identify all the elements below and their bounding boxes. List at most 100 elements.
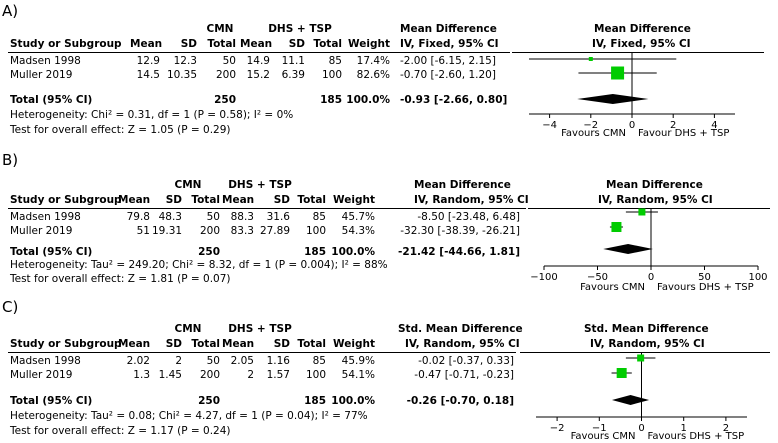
control-total: 85 [328,55,342,67]
control-sd-header: SD [288,38,305,50]
experimental-sd: 2 [175,355,182,367]
pooled-effect-diamond [611,395,650,405]
x-axis-tick-label: 1 [681,423,687,434]
total-effect-ci: -21.42 [-44.66, 1.81] [398,246,520,258]
experimental-total-header: Total [191,338,220,350]
control-mean: 83.3 [230,225,254,237]
control-total-sum: 185 [304,246,326,258]
study-name: Madsen 1998 [10,55,81,67]
x-axis-tick-label: 0 [648,272,654,283]
pooled-effect-diamond [577,94,649,104]
control-sd-header: SD [273,194,290,206]
control-group-header: DHS + TSP [228,179,292,191]
effect-column-title: Mean Difference [400,23,497,35]
experimental-total: 50 [206,355,220,367]
total-label: Total (95% CI) [10,94,93,106]
control-group-header: DHS + TSP [228,323,292,335]
x-axis-tick-label: −2 [550,423,565,434]
control-mean: 15.2 [246,69,270,81]
study-column-header: Study or Subgroup [10,194,122,206]
experimental-mean: 1.3 [133,369,150,381]
control-mean: 2.05 [230,355,254,367]
experimental-total: 200 [199,369,220,381]
study-effect-marker [638,208,646,216]
study-weight: 45.7% [341,211,375,223]
control-total-header: Total [313,38,342,50]
study-effect-ci: -0.70 [-2.60, 1.20] [400,69,496,81]
experimental-mean-header: Mean [118,194,151,206]
heterogeneity-stats: Heterogeneity: Tau² = 249.20; Chi² = 8.3… [10,259,388,271]
header-rule [8,52,510,53]
plot-title: Std. Mean Difference [584,323,709,335]
study-effect-marker [588,57,593,61]
experimental-sd: 19.31 [152,225,183,237]
control-total: 85 [312,211,326,223]
experimental-total-header: Total [191,194,220,206]
control-total-header: Total [297,194,326,206]
experimental-total: 200 [199,225,220,237]
control-group-header: DHS + TSP [268,23,332,35]
plot-subtitle: IV, Random, 95% CI [590,338,705,350]
experimental-group-header: CMN [174,179,202,191]
study-effect-marker [611,66,625,80]
experimental-group-header: CMN [174,323,202,335]
total-weight: 100.0% [331,246,375,258]
x-axis-tick-label: −2 [583,120,598,131]
study-name: Muller 2019 [10,369,73,381]
control-mean: 88.3 [230,211,254,223]
x-axis-tick-label: 0 [629,120,635,131]
control-sd: 1.16 [266,355,290,367]
favours-left-label: Favours CMN [571,431,636,442]
experimental-mean-header: Mean [130,38,163,50]
control-total: 100 [321,69,342,81]
experimental-mean: 51 [136,225,150,237]
overall-effect-test: Test for overall effect: Z = 1.81 (P = 0… [10,273,231,285]
effect-column-title: Mean Difference [414,179,511,191]
total-label: Total (95% CI) [10,395,93,407]
experimental-mean: 14.5 [136,69,160,81]
forest-plot-panel-b: B) CMN DHS + TSP Mean Difference Mean Di… [0,149,778,295]
experimental-total-sum: 250 [198,246,220,258]
experimental-total: 200 [215,69,236,81]
weight-header: Weight [333,338,375,350]
favours-left-label: Favours CMN [580,282,645,293]
panel-label: A) [2,2,19,20]
panel-label: C) [2,298,19,316]
control-total: 100 [305,225,326,237]
experimental-total-sum: 250 [198,395,220,407]
control-mean: 14.9 [246,55,270,67]
study-weight: 54.3% [341,225,375,237]
heterogeneity-stats: Heterogeneity: Chi² = 0.31, df = 1 (P = … [10,109,294,121]
control-mean-header: Mean [240,38,273,50]
control-mean-header: Mean [222,338,255,350]
header-rule [8,208,526,209]
plot-header-rule [528,208,770,209]
total-weight: 100.0% [331,395,375,407]
experimental-total: 50 [222,55,236,67]
favours-right-label: Favours DHS + TSP [657,282,754,293]
experimental-sd: 10.35 [166,69,197,81]
x-axis-tick-label: 2 [723,423,729,434]
favours-right-label: Favours DHS + TSP [648,431,745,442]
study-name: Madsen 1998 [10,211,81,223]
study-name: Muller 2019 [10,69,73,81]
experimental-mean: 12.9 [136,55,160,67]
x-axis-tick-label: 0 [638,423,644,434]
total-label: Total (95% CI) [10,246,93,258]
favours-left-label: Favours CMN [561,128,626,139]
experimental-total-sum: 250 [214,94,236,106]
header-rule [8,352,516,353]
x-axis-tick-label: 100 [748,272,767,283]
experimental-mean: 2.02 [126,355,150,367]
overall-effect-test: Test for overall effect: Z = 1.17 (P = 0… [10,425,231,437]
experimental-sd-header: SD [180,38,197,50]
plot-subtitle: IV, Fixed, 95% CI [592,38,691,50]
study-effect-marker [611,222,622,232]
control-total-sum: 185 [320,94,342,106]
control-sd: 27.89 [259,225,290,237]
forest-plot-area: −100 −50 0 50 100 Favours CMN Favours DHS + TS… [530,208,768,293]
experimental-sd: 12.3 [173,55,197,67]
effect-column-title: Std. Mean Difference [398,323,523,335]
forest-plot-area: −4 −2 0 2 4 Favours CMN Favour DHS + TSP [529,52,735,139]
overall-effect-test: Test for overall effect: Z = 1.05 (P = 0… [10,124,231,136]
